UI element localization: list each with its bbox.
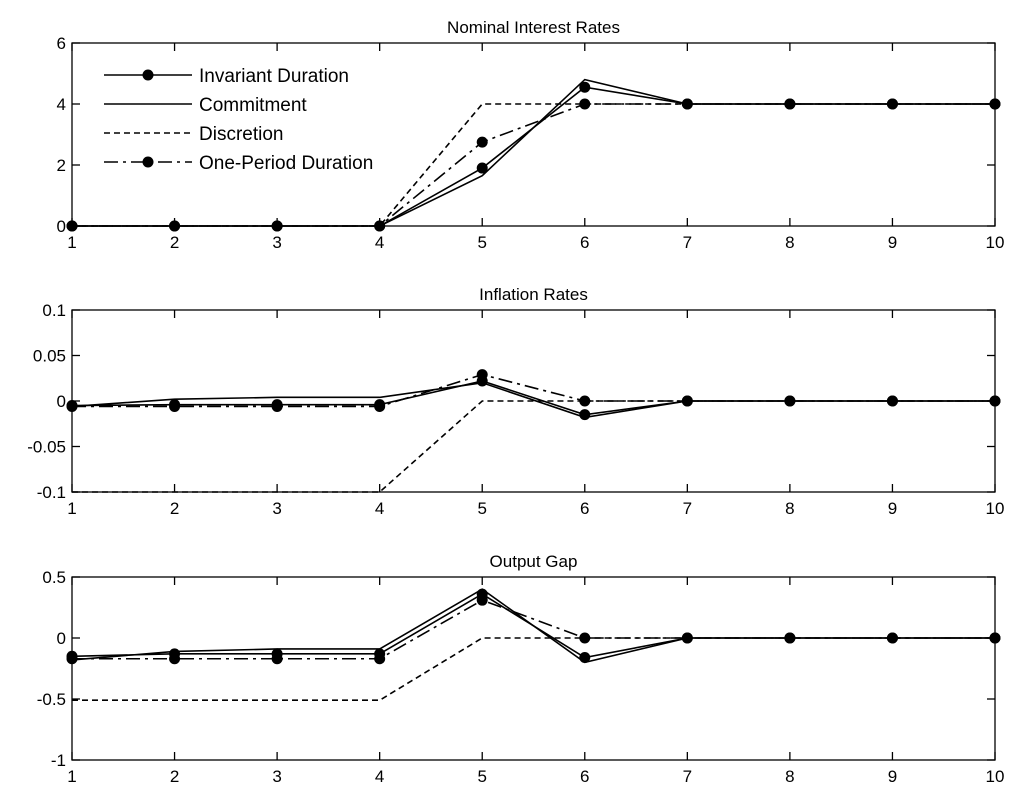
y-tick-label: 0 — [57, 217, 66, 236]
data-point-one-period-duration — [784, 98, 796, 110]
data-point-one-period-duration — [374, 400, 386, 412]
y-tick-label: 6 — [57, 34, 66, 53]
series-line-discretion — [72, 637, 995, 702]
y-tick-label: 2 — [57, 156, 66, 175]
series-line-discretion — [72, 103, 995, 227]
legend: Invariant Duration Commitment Discretion On… — [104, 66, 373, 174]
data-point-one-period-duration — [784, 632, 796, 644]
x-tick-label: 9 — [888, 499, 897, 518]
legend-marker-one-period-duration — [142, 156, 154, 168]
subplot-3: Output Gap 1 2 3 4 5 6 7 8 9 10 -1 -0.5 0 0.5 — [37, 552, 1005, 786]
x-tick-label: 7 — [683, 233, 692, 252]
data-point-one-period-duration — [579, 395, 591, 407]
data-point-invariant-duration — [579, 409, 591, 421]
y-tick-label: 0.1 — [42, 301, 66, 320]
data-point-one-period-duration — [681, 632, 693, 644]
x-tick-label: 9 — [888, 767, 897, 786]
data-point-one-period-duration — [886, 632, 898, 644]
chart-title: Output Gap — [490, 552, 578, 571]
axes-frame — [71, 42, 996, 227]
x-tick-label: 6 — [580, 499, 589, 518]
x-tick-label: 8 — [785, 499, 794, 518]
x-tick-label: 10 — [986, 767, 1005, 786]
data-point-one-period-duration — [784, 395, 796, 407]
x-tick-label: 6 — [580, 233, 589, 252]
y-tick-label: 0 — [57, 392, 66, 411]
x-tick-label: 8 — [785, 233, 794, 252]
y-tick-label: 4 — [57, 95, 66, 114]
x-tick-label: 3 — [272, 767, 281, 786]
data-point-one-period-duration — [374, 220, 386, 232]
y-tick-label: 0 — [57, 629, 66, 648]
legend-label-invariant-duration: Invariant Duration — [199, 66, 349, 87]
legend-label-one-period-duration: One-Period Duration — [199, 153, 373, 174]
x-tick-label: 10 — [986, 233, 1005, 252]
data-point-one-period-duration — [66, 653, 78, 665]
legend-label-commitment: Commitment — [199, 95, 307, 116]
y-tick-label: -0.5 — [37, 690, 66, 709]
data-point-one-period-duration — [169, 653, 181, 665]
data-point-one-period-duration — [681, 98, 693, 110]
x-tick-label: 8 — [785, 767, 794, 786]
x-tick-label: 2 — [170, 499, 179, 518]
subplot-2: Inflation Rates 1 2 3 4 5 6 7 8 9 10 -0.1 -0.05 0 0.0… — [27, 285, 1004, 518]
data-point-one-period-duration — [66, 400, 78, 412]
chart-title: Inflation Rates — [479, 285, 588, 304]
x-tick-label: 9 — [888, 233, 897, 252]
data-point-one-period-duration — [271, 220, 283, 232]
series-line-one-period-duration — [72, 103, 995, 227]
series-line-one-period-duration — [72, 599, 995, 660]
y-tick-label: 0.05 — [33, 347, 66, 366]
x-tick-label: 2 — [170, 233, 179, 252]
data-point-one-period-duration — [886, 395, 898, 407]
data-point-invariant-duration — [476, 162, 488, 174]
data-point-one-period-duration — [476, 594, 488, 606]
data-point-one-period-duration — [476, 369, 488, 381]
x-tick-label: 5 — [477, 499, 486, 518]
data-point-one-period-duration — [681, 395, 693, 407]
x-tick-label: 3 — [272, 499, 281, 518]
x-tick-label: 1 — [67, 767, 76, 786]
data-point-invariant-duration — [579, 81, 591, 93]
x-tick-label: 4 — [375, 233, 384, 252]
data-point-one-period-duration — [886, 98, 898, 110]
legend-marker-invariant-duration — [142, 69, 154, 81]
x-tick-label: 4 — [375, 499, 384, 518]
data-point-one-period-duration — [374, 653, 386, 665]
series-line-one-period-duration — [72, 373, 995, 408]
data-point-one-period-duration — [271, 653, 283, 665]
x-tick-label: 3 — [272, 233, 281, 252]
data-point-one-period-duration — [579, 632, 591, 644]
x-tick-label: 7 — [683, 767, 692, 786]
data-point-one-period-duration — [66, 220, 78, 232]
legend-label-discretion: Discretion — [199, 124, 283, 145]
y-tick-label: 0.5 — [42, 568, 66, 587]
x-tick-label: 1 — [67, 233, 76, 252]
chart-title: Nominal Interest Rates — [447, 18, 620, 37]
data-point-one-period-duration — [989, 98, 1001, 110]
x-tick-label: 7 — [683, 499, 692, 518]
x-tick-label: 10 — [986, 499, 1005, 518]
y-tick-label: -0.05 — [27, 438, 66, 457]
data-point-one-period-duration — [271, 400, 283, 412]
data-point-one-period-duration — [476, 136, 488, 148]
y-tick-label: -1 — [51, 751, 66, 770]
data-point-one-period-duration — [989, 395, 1001, 407]
data-point-one-period-duration — [579, 98, 591, 110]
data-point-one-period-duration — [169, 400, 181, 412]
axes-frame — [71, 576, 996, 761]
x-tick-label: 6 — [580, 767, 589, 786]
x-tick-label: 4 — [375, 767, 384, 786]
x-tick-label: 5 — [477, 767, 486, 786]
data-point-one-period-duration — [169, 220, 181, 232]
data-point-one-period-duration — [989, 632, 1001, 644]
x-tick-label: 5 — [477, 233, 486, 252]
y-tick-label: -0.1 — [37, 483, 66, 502]
x-tick-label: 1 — [67, 499, 76, 518]
subplot-1: Nominal Interest Rates 1 2 3 4 5 6 7 8 9 10 0 2 4 6 In… — [57, 18, 1005, 252]
x-tick-label: 2 — [170, 767, 179, 786]
